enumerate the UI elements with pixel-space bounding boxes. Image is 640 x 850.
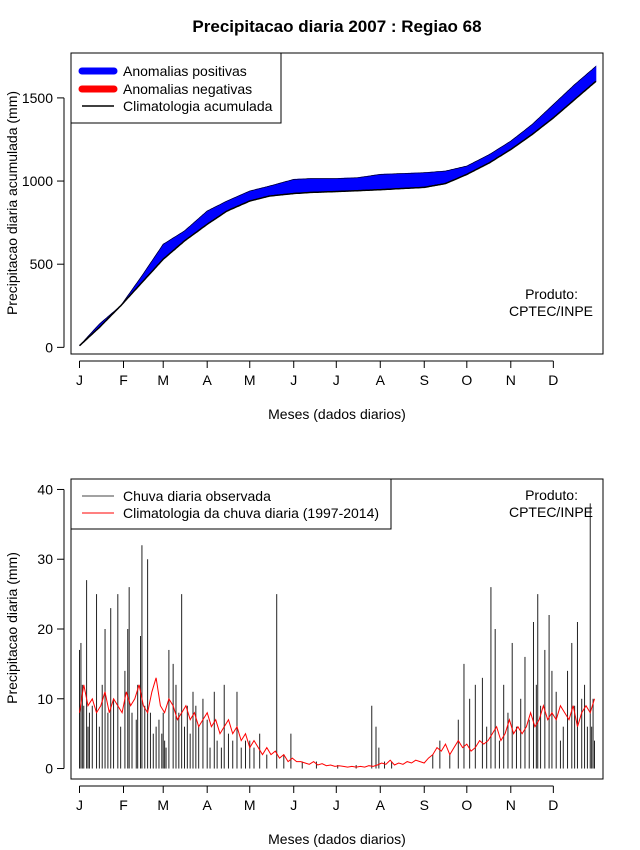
daily-x-tick-label: M: [244, 797, 256, 813]
legend-label-positive: Anomalias positivas: [123, 63, 247, 79]
daily-annotation-line1: Produto:: [525, 487, 578, 503]
cumulative-y-axis: 0 500 1000 1500: [22, 90, 65, 355]
cumulative-panel: 0 500 1000 1500 J F M A M J J A S O N D Meses (dados d…: [4, 52, 604, 422]
daily-y-tick-label: 0: [45, 761, 53, 777]
cumulative-x-tick-label: N: [506, 372, 516, 388]
daily-x-tick-label: N: [506, 797, 516, 813]
daily-y-tick-label: 10: [37, 691, 53, 707]
daily-y-axis: 0 10 20 30 40: [37, 481, 65, 777]
observed-accumulated-line: [79, 66, 597, 346]
chart-title: Precipitacao diaria 2007 : Regiao 68: [192, 17, 481, 36]
cumulative-x-tick-label: A: [203, 372, 213, 388]
cumulative-x-tick-label: F: [119, 372, 128, 388]
daily-legend: Chuva diaria observada Climatologia da c…: [70, 478, 392, 530]
daily-x-label: Meses (dados diarios): [268, 831, 406, 847]
daily-legend-box: [70, 478, 392, 530]
cumulative-x-tick-label: D: [548, 372, 558, 388]
cumulative-x-tick-label: J: [290, 372, 297, 388]
daily-x-tick-label: A: [376, 797, 386, 813]
daily-climatology-line: [79, 677, 595, 768]
daily-y-tick-label: 30: [37, 551, 53, 567]
daily-y-tick-label: 40: [37, 481, 53, 497]
daily-x-tick-label: O: [461, 797, 472, 813]
cumulative-y-tick-label: 1000: [22, 173, 53, 189]
daily-x-tick-label: J: [290, 797, 297, 813]
cumulative-legend: Anomalias positivas Anomalias negativas …: [70, 52, 282, 124]
cumulative-y-label: Precipitacao diaria acumulada (mm): [4, 91, 20, 315]
daily-y-tick-label: 20: [37, 621, 53, 637]
cumulative-y-tick-label: 500: [30, 256, 54, 272]
daily-x-tick-label: J: [76, 797, 83, 813]
cumulative-annotation-line1: Produto:: [525, 286, 578, 302]
cumulative-x-tick-label: J: [333, 372, 340, 388]
cumulative-plot-area: [78, 65, 597, 347]
cumulative-x-tick-label: S: [420, 372, 429, 388]
daily-x-tick-label: J: [333, 797, 340, 813]
cumulative-x-tick-label: M: [157, 372, 169, 388]
legend-label-climatology: Climatologia acumulada: [123, 98, 273, 114]
daily-x-tick-label: D: [548, 797, 558, 813]
legend-label-observed: Chuva diaria observada: [123, 488, 271, 504]
daily-x-tick-label: S: [420, 797, 429, 813]
daily-annotation-line2: CPTEC/INPE: [509, 504, 593, 520]
cumulative-y-tick-label: 0: [45, 339, 53, 355]
daily-y-label: Precipitacao diaria (mm): [4, 552, 20, 704]
cumulative-y-tick-label: 1500: [22, 90, 53, 106]
legend-label-negative: Anomalias negativas: [123, 81, 252, 97]
cumulative-x-tick-label: O: [461, 372, 472, 388]
daily-panel: 0 10 20 30 40 J F M A M J J A S O N D Meses (dados diar…: [4, 478, 604, 847]
cumulative-x-label: Meses (dados diarios): [268, 406, 406, 422]
cumulative-x-tick-label: M: [244, 372, 256, 388]
daily-x-tick-label: F: [119, 797, 128, 813]
cumulative-x-tick-label: A: [376, 372, 386, 388]
daily-x-tick-label: M: [157, 797, 169, 813]
legend-label-daily-climatology: Climatologia da chuva diaria (1997-2014): [123, 505, 379, 521]
daily-plot-area: [79, 503, 595, 769]
cumulative-x-tick-label: J: [76, 372, 83, 388]
daily-x-tick-label: A: [203, 797, 213, 813]
cumulative-plot-frame: [70, 52, 604, 355]
climatology-accumulated-line: [78, 80, 597, 347]
cumulative-annotation-line2: CPTEC/INPE: [509, 303, 593, 319]
